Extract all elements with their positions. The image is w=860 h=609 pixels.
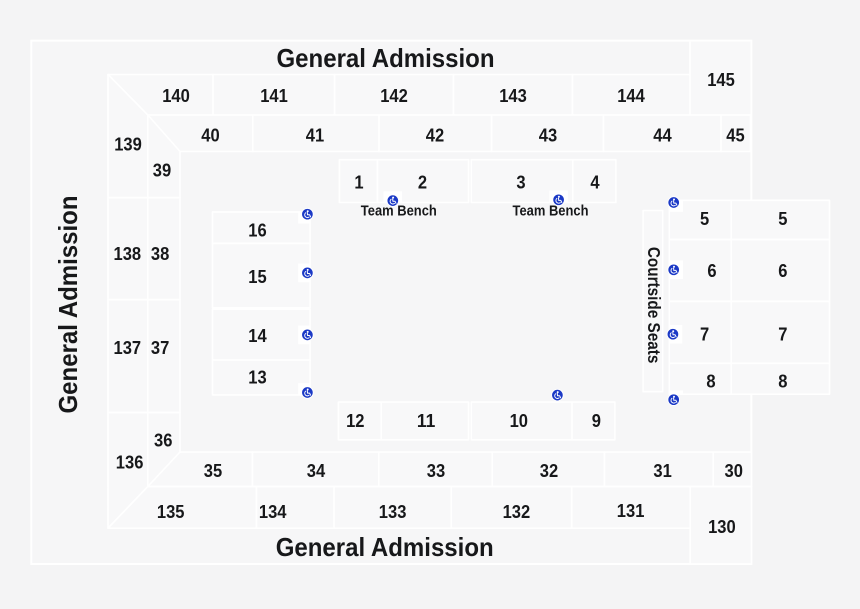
svg-text:135: 135 <box>157 502 185 522</box>
svg-text:14: 14 <box>248 326 266 346</box>
svg-text:15: 15 <box>248 267 266 287</box>
svg-text:133: 133 <box>379 502 407 522</box>
svg-text:13: 13 <box>248 367 266 387</box>
svg-text:40: 40 <box>201 126 219 146</box>
svg-text:41: 41 <box>306 126 324 146</box>
svg-text:132: 132 <box>503 502 531 522</box>
svg-text:7: 7 <box>778 325 787 345</box>
svg-text:30: 30 <box>725 461 743 481</box>
svg-text:39: 39 <box>153 161 171 181</box>
svg-text:33: 33 <box>427 461 445 481</box>
svg-text:7: 7 <box>700 325 709 345</box>
svg-text:143: 143 <box>499 86 527 106</box>
svg-text:131: 131 <box>617 501 645 521</box>
svg-text:10: 10 <box>510 411 528 431</box>
svg-text:11: 11 <box>417 411 435 431</box>
svg-text:31: 31 <box>653 461 671 481</box>
svg-text:35: 35 <box>204 461 222 481</box>
svg-text:38: 38 <box>151 244 169 264</box>
svg-text:8: 8 <box>706 371 715 391</box>
svg-text:3: 3 <box>516 173 525 193</box>
svg-text:2: 2 <box>418 173 427 193</box>
svg-text:137: 137 <box>114 338 142 358</box>
svg-text:136: 136 <box>116 452 144 472</box>
svg-text:36: 36 <box>154 431 172 451</box>
svg-text:144: 144 <box>617 86 645 106</box>
svg-text:General Admission: General Admission <box>53 196 83 414</box>
svg-text:37: 37 <box>151 338 169 358</box>
svg-text:44: 44 <box>653 126 671 146</box>
svg-text:5: 5 <box>778 209 787 229</box>
svg-text:43: 43 <box>539 126 557 146</box>
svg-text:16: 16 <box>248 220 266 240</box>
svg-text:General Admission: General Admission <box>277 43 495 73</box>
svg-text:142: 142 <box>380 86 408 106</box>
svg-text:6: 6 <box>778 261 787 281</box>
svg-text:130: 130 <box>708 517 736 537</box>
svg-text:4: 4 <box>590 173 599 193</box>
svg-text:5: 5 <box>700 209 709 229</box>
svg-text:1: 1 <box>354 173 363 193</box>
svg-text:134: 134 <box>259 502 287 522</box>
svg-text:45: 45 <box>726 126 744 146</box>
svg-text:141: 141 <box>260 86 288 106</box>
svg-text:139: 139 <box>114 135 142 155</box>
svg-text:138: 138 <box>114 244 142 264</box>
svg-text:42: 42 <box>426 126 444 146</box>
svg-text:General Admission: General Admission <box>276 532 494 562</box>
svg-text:32: 32 <box>540 461 558 481</box>
svg-text:Team Bench: Team Bench <box>513 204 589 220</box>
svg-text:9: 9 <box>592 411 601 431</box>
svg-text:140: 140 <box>162 86 190 106</box>
svg-text:6: 6 <box>707 261 716 281</box>
svg-text:145: 145 <box>707 70 735 90</box>
svg-text:Team Bench: Team Bench <box>361 204 437 220</box>
svg-text:12: 12 <box>346 411 364 431</box>
svg-text:8: 8 <box>778 371 787 391</box>
svg-text:Courtside Seats: Courtside Seats <box>644 247 664 364</box>
svg-text:34: 34 <box>307 461 325 481</box>
